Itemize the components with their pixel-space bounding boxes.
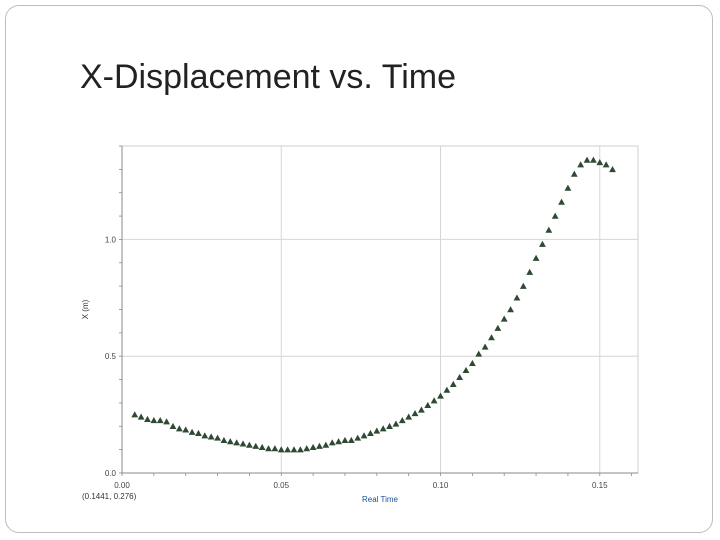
tick-labels: 0.00 0.05 0.10 0.15 0.0 0.5 1.0 (105, 235, 608, 490)
data-point (488, 334, 495, 341)
data-point (430, 397, 438, 404)
data-point (609, 165, 616, 173)
data-point (513, 294, 521, 301)
data-point (252, 442, 260, 449)
coordinate-readout: (0.1441, 0.276) (82, 492, 137, 501)
data-point (214, 434, 221, 441)
data-point (507, 306, 514, 313)
data-point (309, 443, 317, 451)
data-point (220, 436, 228, 444)
data-point (360, 432, 368, 439)
data-point (494, 324, 502, 331)
x-tick-label: 0.10 (433, 481, 449, 490)
data-point (277, 446, 285, 453)
data-point (558, 198, 565, 205)
chart-axes (119, 145, 639, 476)
slide-title: X-Displacement vs. Time (80, 58, 456, 96)
x-axis-label: Real Time (362, 495, 399, 504)
data-point (226, 438, 234, 445)
data-point (201, 432, 209, 439)
data-point (373, 427, 381, 434)
data-point (188, 428, 196, 435)
y-tick-label: 1.0 (105, 235, 117, 244)
data-point (570, 170, 578, 177)
data-point (233, 439, 241, 446)
data-point (526, 268, 534, 275)
data-point (596, 158, 604, 166)
plot-border (121, 145, 639, 474)
data-point (354, 434, 362, 441)
data-points (131, 156, 616, 453)
data-point (347, 436, 355, 444)
data-point (602, 161, 610, 168)
data-point (379, 425, 387, 432)
x-tick-label: 0.00 (114, 481, 130, 490)
data-point (207, 433, 215, 440)
data-point (246, 441, 253, 448)
data-point (175, 425, 183, 432)
data-point (551, 212, 559, 219)
data-point (156, 417, 164, 424)
slide-frame (5, 5, 713, 533)
data-point (590, 156, 597, 163)
data-point (258, 443, 266, 451)
data-point (169, 422, 177, 430)
y-axis-label: X (m) (81, 299, 90, 319)
data-point (418, 406, 425, 413)
data-point (195, 429, 202, 437)
data-point (144, 415, 151, 422)
data-point (239, 440, 247, 447)
data-point (564, 184, 572, 191)
data-point (443, 386, 451, 393)
data-point (367, 429, 374, 437)
data-point (150, 417, 158, 424)
data-point (398, 417, 406, 424)
y-tick-label: 0.0 (105, 469, 117, 478)
data-point (481, 343, 489, 350)
grid-lines (122, 146, 638, 473)
data-point (163, 418, 170, 425)
data-point (437, 392, 444, 399)
data-point (303, 445, 311, 452)
data-point (265, 445, 272, 452)
data-point (583, 156, 591, 163)
data-point (322, 441, 330, 448)
x-tick-label: 0.15 (592, 481, 608, 490)
data-point (411, 410, 419, 417)
data-point (271, 445, 279, 452)
data-point (405, 413, 413, 420)
data-point (335, 438, 342, 445)
data-point (341, 436, 349, 444)
data-point (182, 426, 190, 433)
data-point (316, 442, 323, 449)
data-point (328, 439, 336, 446)
data-point (449, 380, 457, 387)
data-point (290, 446, 298, 453)
data-point (392, 420, 400, 427)
data-point (131, 411, 139, 418)
data-point (137, 413, 145, 420)
data-point (545, 226, 553, 233)
data-point (456, 373, 464, 380)
x-tick-label: 0.05 (273, 481, 289, 490)
data-point (577, 161, 585, 168)
data-point (475, 350, 483, 357)
data-point (519, 282, 527, 289)
data-point (500, 315, 508, 322)
data-point (462, 366, 470, 373)
data-point (532, 254, 540, 261)
data-point (386, 422, 393, 430)
data-point (468, 359, 476, 366)
y-tick-label: 0.5 (105, 352, 117, 361)
data-point (296, 446, 304, 453)
data-point (424, 401, 432, 408)
data-point (539, 240, 546, 247)
data-point (284, 446, 292, 453)
